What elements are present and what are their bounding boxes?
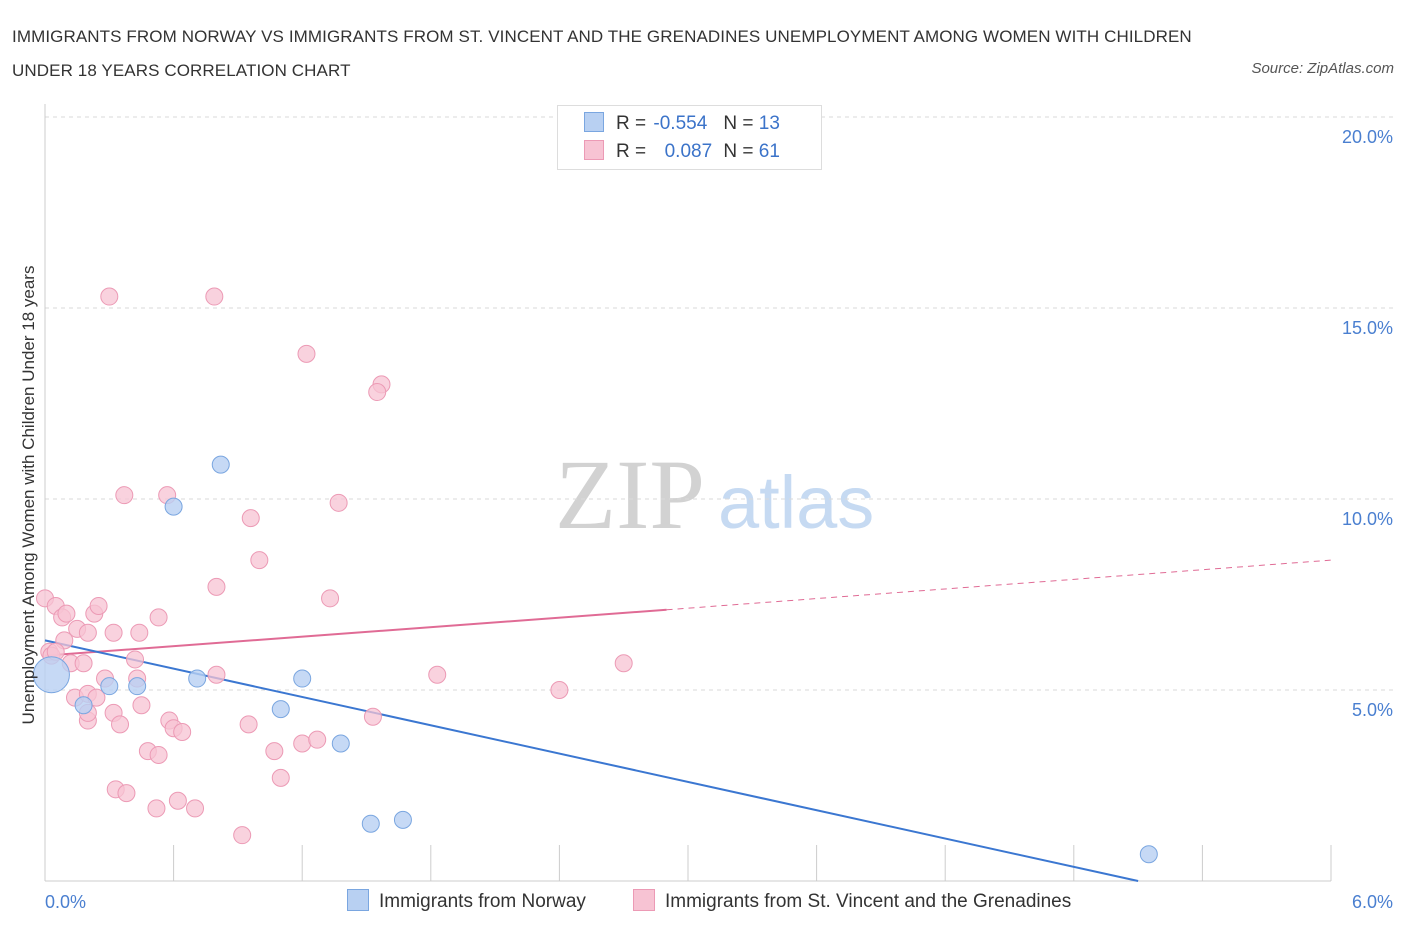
trend-line-extension-st-vincent [666,559,1332,611]
watermark-atlas: atlas [718,461,874,544]
point-st-vincent [293,734,312,753]
trend-lines [44,559,1332,882]
legend-n-label: N = [723,113,754,134]
point-norway [1139,845,1158,864]
point-st-vincent [368,383,387,402]
x-tick-label-min: 0.0% [45,892,86,912]
watermark-zip: ZIP [555,439,705,550]
legend-r-label: R = [616,113,647,134]
point-st-vincent [89,596,108,615]
point-norway [164,497,183,516]
point-st-vincent [186,799,205,818]
point-st-vincent [265,742,284,761]
gridlines [45,116,1395,691]
y-tick-label: 15.0% [1342,318,1393,338]
point-norway [361,814,380,833]
y-axis-label: Unemployment Among Women with Children U… [19,266,38,725]
data-points [32,287,1158,864]
point-st-vincent [329,493,348,512]
legend-r-value-st-vincent: 0.087 [664,141,713,162]
legend-n-value-st-vincent: 61 [758,141,780,162]
point-st-vincent [321,589,340,608]
point-norway [100,677,119,696]
point-norway [188,669,207,688]
bottom-legend-norway: Immigrants from Norway [347,889,586,913]
legend-row-st-vincent: R = 0.087 N = 61 [584,140,780,166]
y-tick-label: 20.0% [1342,127,1393,147]
point-st-vincent [428,665,447,684]
point-st-vincent [132,696,151,715]
point-st-vincent [147,799,166,818]
legend-swatch-norway [584,112,604,132]
point-norway [331,734,350,753]
chart-title: IMMIGRANTS FROM NORWAY VS IMMIGRANTS FRO… [12,27,1192,80]
point-norway [271,700,290,719]
legend-n-label: N = [723,141,754,162]
point-norway [211,455,230,474]
trend-line-norway [44,639,1139,882]
stats-legend: R = -0.554 N = 13 R = 0.087 N = 61 [557,105,822,170]
bottom-legend-label-norway: Immigrants from Norway [379,891,586,912]
point-st-vincent [239,715,258,734]
point-st-vincent [115,486,134,505]
point-norway [293,669,312,688]
point-st-vincent [130,623,149,642]
point-st-vincent [205,287,224,306]
zipatlas-watermark: ZIP atlas [555,439,874,550]
bottom-legend-label-st-vincent: Immigrants from St. Vincent and the Gren… [665,891,1072,912]
point-st-vincent [241,509,260,528]
legend-swatch-st-vincent [584,140,604,160]
bottom-legend-swatch-st-vincent [633,889,655,911]
point-st-vincent [100,287,119,306]
point-st-vincent [78,623,97,642]
legend-n-value-norway: 13 [758,113,780,134]
point-st-vincent [550,681,569,699]
y-tick-label: 10.0% [1342,509,1393,529]
point-st-vincent [57,604,76,623]
point-norway [393,810,412,829]
point-st-vincent [297,344,316,363]
point-st-vincent [117,784,136,803]
point-norway [32,656,70,694]
legend-r-label: R = [616,141,647,162]
legend-row-norway: R = -0.554 N = 13 [584,112,780,138]
bottom-legend-swatch-norway [347,889,369,911]
point-norway [74,696,93,715]
trend-line-st-vincent [44,608,667,657]
source-credit: Source: ZipAtlas.com [1251,60,1394,77]
axes [44,104,1332,882]
bottom-legend-st-vincent: Immigrants from St. Vincent and the Gren… [633,889,1071,913]
tick-labels: 5.0% 10.0% 15.0% 20.0% 0.0% 6.0% [45,127,1393,912]
x-tick-label-max: 6.0% [1352,892,1393,912]
point-st-vincent [308,730,327,749]
point-st-vincent [74,654,93,673]
point-norway [128,677,147,696]
point-st-vincent [207,577,226,596]
point-st-vincent [149,745,168,764]
point-st-vincent [614,654,633,673]
point-st-vincent [104,623,123,642]
y-tick-label: 5.0% [1352,700,1393,720]
point-st-vincent [111,715,130,734]
point-st-vincent [271,768,290,787]
point-st-vincent [363,707,382,726]
legend-r-value-norway: -0.554 [653,113,708,134]
point-st-vincent [149,608,168,627]
point-st-vincent [126,650,145,669]
point-st-vincent [207,665,226,684]
point-st-vincent [233,826,252,845]
point-st-vincent [168,791,187,810]
point-st-vincent [250,551,269,570]
point-st-vincent [173,723,192,742]
